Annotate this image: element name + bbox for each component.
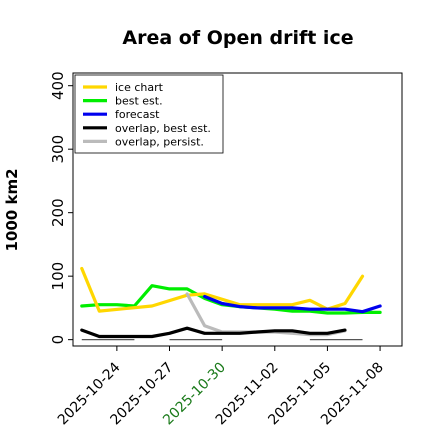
series-line-overlap-best-est: [80, 326, 347, 339]
y-tick-label: 200: [49, 198, 67, 227]
legend-label-ice-chart: ice chart: [115, 81, 164, 94]
legend-label-forecast: forecast: [115, 108, 160, 121]
y-tick-label: 400: [49, 71, 67, 100]
legend-label-best-est: best est.: [115, 95, 163, 108]
legend-label-overlap-persist: overlap, persist.: [115, 135, 204, 148]
y-tick-label: 300: [49, 135, 67, 164]
y-tick-label: 0: [49, 335, 67, 345]
legend-label-overlap-best-est: overlap, best est.: [115, 122, 211, 135]
series-layer: [80, 266, 382, 339]
axes-frame: [72, 72, 403, 347]
series-line-ice-chart: [80, 266, 365, 313]
series-line-forecast: [203, 294, 382, 314]
chart-title: Area of Open drift ice: [122, 27, 353, 49]
y-axis-label: 1000 km2: [3, 168, 21, 251]
y-tick-label: 100: [49, 262, 67, 291]
